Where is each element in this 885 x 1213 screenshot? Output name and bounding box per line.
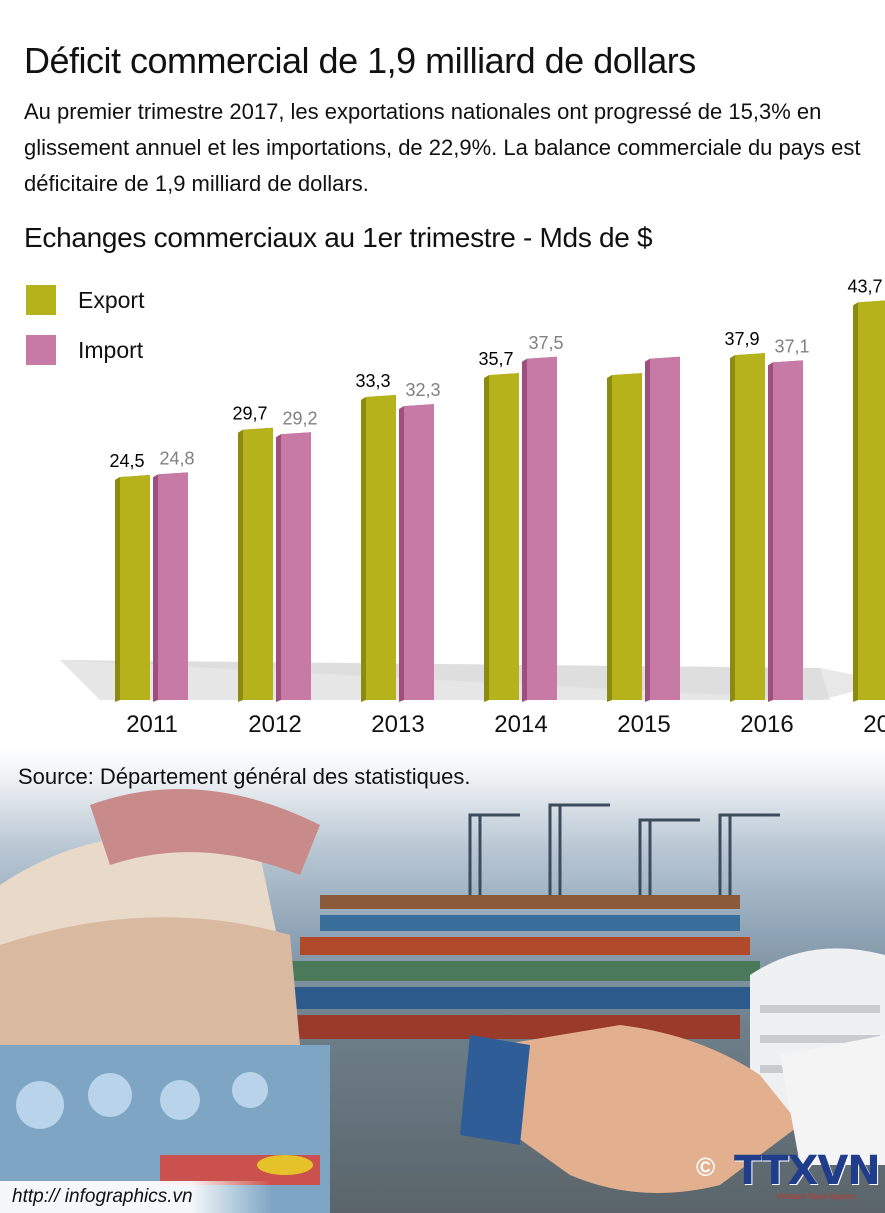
data-label-import-2013: 32,3 bbox=[405, 380, 440, 400]
bar-chart: 24,5 24,8 2011 29,7 29,2 2012 33,3 32,3 2013 35,7… bbox=[60, 276, 885, 738]
source-note: Source: Département général des statisti… bbox=[18, 764, 471, 789]
data-label-import-2016: 37,1 bbox=[774, 336, 809, 356]
legend-swatch-export bbox=[26, 285, 56, 315]
legend-label-export: Export bbox=[78, 287, 145, 313]
bar-side-import-2013 bbox=[399, 406, 404, 702]
data-label-export-2016: 37,9 bbox=[724, 329, 759, 349]
bar-side-import-2016 bbox=[768, 362, 773, 702]
rice-sacks-illustration bbox=[0, 789, 320, 1065]
x-tick-label-2011: 2011 bbox=[126, 711, 178, 738]
bar-import-2016 bbox=[773, 360, 803, 700]
page-title: Déficit commercial de 1,9 milliard de do… bbox=[24, 40, 696, 81]
bar-import-2011 bbox=[158, 472, 188, 700]
logo-text: TTXVN bbox=[734, 1148, 881, 1194]
x-tick-label-2015: 2015 bbox=[617, 711, 670, 738]
data-label-import-2011: 24,8 bbox=[159, 448, 194, 468]
legend-swatch-import bbox=[26, 335, 56, 365]
chart-title: Echanges commerciaux au 1er trimestre - … bbox=[24, 222, 653, 253]
bar-side-export-2016 bbox=[730, 355, 735, 702]
container-yard-illustration bbox=[270, 895, 760, 1039]
data-label-import-2014: 37,5 bbox=[528, 333, 563, 353]
intro-paragraph: Au premier trimestre 2017, les exportati… bbox=[24, 99, 861, 196]
ttxvn-logo: © TTXVN Vietnam News Agency bbox=[696, 1148, 881, 1204]
background-photo-collage bbox=[0, 745, 885, 1213]
bar-export-2013 bbox=[366, 394, 396, 700]
bar-side-import-2011 bbox=[153, 474, 158, 702]
bar-export-2015 bbox=[612, 373, 642, 700]
data-label-export-2012: 29,7 bbox=[232, 404, 267, 424]
x-tick-label-2013: 2013 bbox=[371, 711, 424, 738]
bar-export-2011 bbox=[120, 475, 150, 700]
data-label-export-2014: 35,7 bbox=[478, 349, 513, 369]
bar-side-export-2011 bbox=[115, 477, 120, 702]
photo-collage-illustration bbox=[0, 789, 885, 1213]
bar-side-export-2017 bbox=[853, 302, 858, 702]
bar-side-export-2013 bbox=[361, 396, 366, 702]
bar-export-2017 bbox=[858, 300, 885, 700]
bar-export-2014 bbox=[489, 373, 519, 700]
x-tick-label-2016: 2016 bbox=[740, 711, 793, 738]
legend-label-import: Import bbox=[78, 337, 144, 363]
logo-subtext: Vietnam News Agency bbox=[776, 1192, 856, 1201]
bar-import-2015 bbox=[650, 356, 680, 700]
x-tick-label-2017: 2017 bbox=[863, 711, 885, 738]
bar-export-2016 bbox=[735, 353, 765, 700]
bar-import-2012 bbox=[281, 432, 311, 700]
data-label-export-2011: 24,5 bbox=[109, 451, 144, 471]
bar-export-2012 bbox=[243, 427, 273, 700]
bar-import-2014 bbox=[527, 356, 557, 700]
copyright-icon: © bbox=[696, 1152, 716, 1182]
footer-url: http:// infographics.vn bbox=[0, 1181, 272, 1213]
bar-side-import-2012 bbox=[276, 434, 281, 702]
bar-side-export-2014 bbox=[484, 375, 489, 702]
data-label-export-2017: 43,7 bbox=[847, 276, 882, 296]
bar-side-import-2014 bbox=[522, 358, 527, 702]
x-tick-label-2014: 2014 bbox=[494, 711, 547, 738]
data-label-export-2013: 33,3 bbox=[355, 371, 390, 391]
bar-side-export-2015 bbox=[607, 375, 612, 702]
x-tick-label-2012: 2012 bbox=[248, 711, 301, 738]
port-cranes-illustration bbox=[468, 803, 780, 895]
bar-side-export-2012 bbox=[238, 429, 243, 702]
bar-import-2013 bbox=[404, 404, 434, 700]
data-label-import-2012: 29,2 bbox=[282, 408, 317, 428]
handshake-illustration bbox=[460, 1025, 885, 1193]
bar-side-import-2015 bbox=[645, 358, 650, 702]
